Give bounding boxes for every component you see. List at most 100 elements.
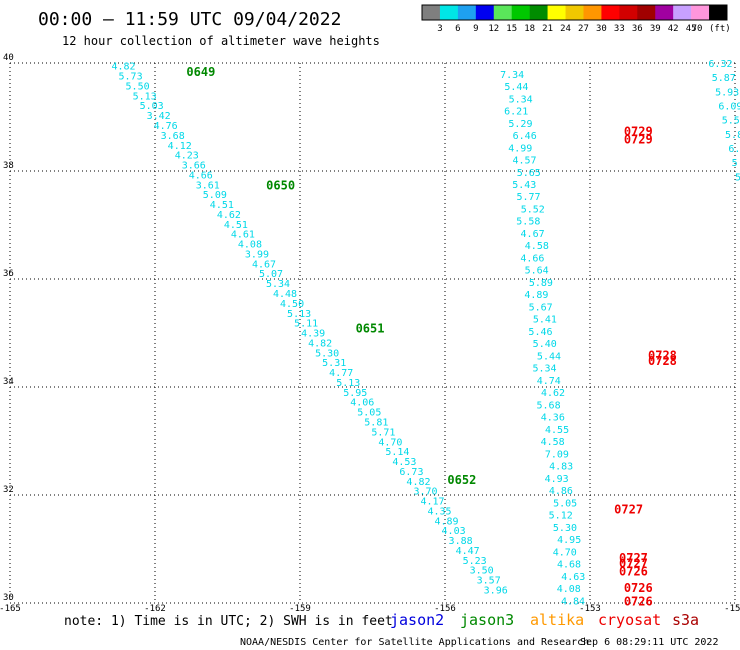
wave-height-value: 4.53	[392, 457, 416, 468]
colorbar-swatch	[691, 5, 710, 20]
wave-height-value: 3.68	[161, 131, 185, 142]
wave-height-value: 4.50	[280, 299, 304, 310]
wave-height-value: 5.29	[508, 119, 532, 130]
wave-height-value: 4.51	[224, 220, 248, 231]
wave-height-value: 6.73	[399, 467, 423, 478]
wave-height-value: 4.66	[189, 170, 213, 181]
wave-height-value: 5.73	[119, 72, 143, 83]
wave-height-value: 4.99	[508, 143, 532, 154]
wave-height-value: 4.35	[427, 506, 451, 517]
footnote: note: 1) Time is in UTC; 2) SWH is in fe…	[64, 614, 393, 629]
pass-time-label: 0727	[619, 557, 648, 571]
colorbar-label: 24	[560, 24, 571, 34]
lon-tick-label: -165	[0, 604, 21, 614]
pass-time-label: 0729	[624, 125, 653, 139]
wave-height-value: 5.13	[287, 309, 311, 320]
wave-height-value: 4.58	[541, 437, 565, 448]
colorbar-label: 33	[614, 24, 625, 34]
wave-height-value: 5.87	[712, 73, 736, 84]
wave-height-value: 4.70	[378, 437, 402, 448]
colorbar-swatch	[475, 5, 495, 20]
wave-height-value: 5.12	[549, 511, 573, 522]
satellite-legend-jason2: jason2	[390, 611, 444, 629]
colorbar-label: 30	[596, 24, 607, 34]
wave-height-value: 3.50	[470, 566, 494, 577]
wave-height-value: 5.30	[553, 523, 577, 534]
pass-time-label: 0726	[624, 581, 653, 595]
colorbar-swatch	[619, 5, 638, 20]
wave-height-value: 4.06	[350, 398, 374, 409]
wave-height-value: 4.51	[210, 200, 234, 211]
wave-height-value: 5.14	[385, 447, 409, 458]
wave-height-value: 4.66	[520, 253, 544, 264]
wave-height-value: 3.66	[182, 161, 206, 172]
map-subtitle: 12 hour collection of altimeter wave hei…	[62, 34, 380, 48]
wave-height-value: 4.74	[537, 376, 561, 387]
wave-height-value: 3.99	[245, 249, 269, 260]
wave-height-value: 3.42	[147, 111, 171, 122]
wave-height-value: 3.70	[413, 487, 437, 498]
colorbar-swatch	[637, 5, 656, 20]
pass-time-label: 0649	[186, 65, 215, 79]
colorbar-swatch	[673, 5, 692, 20]
colorbar-label: 3	[437, 24, 442, 34]
wave-height-value: 5.56	[722, 116, 740, 127]
lon-tick-label: -154	[724, 604, 740, 614]
wave-height-value: 5.30	[315, 348, 339, 359]
colorbar-label: 27	[578, 24, 589, 34]
colorbar-swatch	[547, 5, 566, 20]
colorbar-swatch	[511, 5, 530, 20]
wave-height-value: 4.89	[435, 516, 459, 527]
wave-height-value: 5.34	[266, 279, 290, 290]
wave-height-value: 4.82	[308, 338, 332, 349]
altimeter-tracks: 4.825.735.505.135.033.424.763.684.124.23…	[112, 59, 740, 608]
wave-height-value: 5.05	[357, 408, 381, 419]
wave-height-value: 5.41	[533, 315, 557, 326]
lat-tick-label: 34	[3, 377, 14, 387]
lat-tick-label: 30	[3, 593, 14, 603]
wave-height-value: 5.11	[294, 319, 318, 330]
wave-height-value: 4.55	[545, 425, 569, 436]
colorbar-frame	[421, 4, 728, 21]
wave-height-value: 4.12	[168, 141, 192, 152]
lon-tick-label: -156	[434, 604, 456, 614]
pass-time-label: 0729	[624, 133, 653, 147]
wave-height-value: 4.86	[549, 486, 573, 497]
wave-height-value: 5.81	[364, 417, 388, 428]
satellite-legend-cryosat: cryosat	[598, 611, 661, 629]
wave-height-value: 4.76	[154, 121, 178, 132]
wave-height-value: 5.34	[532, 364, 556, 375]
wave-height-value: 4.67	[252, 259, 276, 270]
wave-height-value: 3.61	[196, 180, 220, 191]
wave-height-value: 4.39	[301, 329, 325, 340]
wave-height-value: 4.89	[524, 290, 548, 301]
wave-height-value: 4.77	[329, 368, 353, 379]
colorbar-label: 45	[686, 24, 697, 34]
wave-height-value: 5.13	[133, 91, 157, 102]
wave-height-value: 5.40	[533, 339, 557, 350]
colorbar-swatch	[709, 5, 728, 20]
wave-height-value: 5.58	[516, 217, 540, 228]
wave-height-value: 4.70	[553, 547, 577, 558]
pass-time-label: 0728	[648, 349, 677, 363]
wave-height-value: 5.09	[203, 190, 227, 201]
satellite-legend-s3a: s3a	[672, 611, 699, 629]
pass-time-label: 0651	[356, 322, 385, 336]
wave-height-value: 4.17	[420, 497, 444, 508]
wave-height-value: 4.61	[231, 230, 255, 241]
wave-height-value: 5.44	[504, 82, 528, 93]
wave-height-value: 6.46	[513, 131, 537, 142]
wave-height-value: 7.09	[545, 449, 569, 460]
lon-tick-label: -159	[289, 604, 311, 614]
wave-height-value: 4.62	[541, 388, 565, 399]
wave-height-value: 5.	[735, 172, 740, 183]
footer-credit: NOAA/NESDIS Center for Satellite Applica…	[240, 637, 589, 648]
wave-height-value: 4.08	[557, 584, 581, 595]
wave-height-value: 5.05	[553, 498, 577, 509]
satellite-legend: jason2 jason3 altika cryosat s3a	[390, 611, 699, 629]
wave-height-value: 5.46	[528, 327, 552, 338]
wave-height-value: 4.82	[406, 477, 430, 488]
wave-height-value: 4.57	[512, 156, 536, 167]
lon-tick-label: -162	[144, 604, 166, 614]
lat-tick-label: 36	[3, 269, 14, 279]
